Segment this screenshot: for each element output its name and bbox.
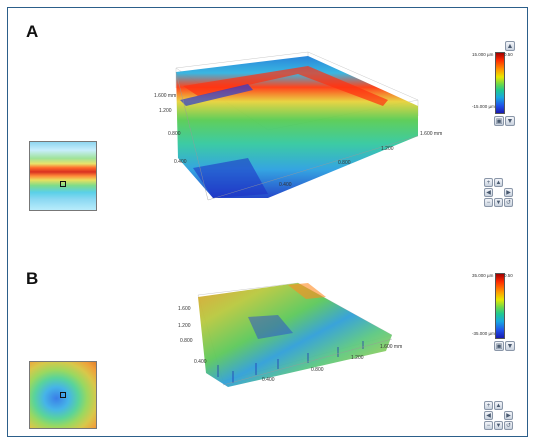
arrow-left-icon: ◀ — [486, 189, 491, 196]
y-axis-label-800: 0.800 — [180, 338, 193, 344]
surface-orange-peak — [288, 283, 326, 299]
colorbar-top-label: 15.000 µm — [472, 52, 494, 57]
y-axis-label-1600: 1.600 mm — [154, 93, 176, 99]
x-axis-label-1600: 1.600 mm — [380, 344, 402, 350]
pan-right-button[interactable]: ▶ — [504, 411, 513, 420]
plot-floor-axes — [222, 338, 393, 386]
colorbar-value: 0.50 — [504, 52, 513, 57]
arrow-left-icon: ◀ — [486, 412, 491, 419]
y-axis-label-1600: 1.600 — [178, 306, 191, 312]
snapshot-button[interactable]: ▣ — [494, 116, 504, 126]
surface-thumbnail[interactable] — [29, 141, 97, 211]
snapshot-button[interactable]: ▣ — [494, 341, 504, 351]
colorbar-bottom-label: -35.000 µm — [472, 331, 495, 336]
zoom-in-icon: + — [486, 179, 491, 186]
zoom-in-button[interactable]: + — [484, 178, 493, 187]
zoom-in-button[interactable]: + — [484, 401, 493, 410]
pan-down-button[interactable]: ▼ — [494, 198, 503, 207]
pan-left-button[interactable]: ◀ — [484, 188, 493, 197]
plot-floor-axes — [175, 71, 419, 201]
arrow-right-icon: ▶ — [506, 412, 511, 419]
arrow-down-icon: ▼ — [506, 117, 514, 125]
y-axis-label-1200: 1.200 — [159, 108, 172, 114]
y-axis-label-1200: 1.200 — [178, 323, 191, 329]
3d-surface-plot[interactable]: 1.600 1.200 0.800 0.400 0.400 0.800 1.20… — [8, 223, 529, 438]
arrow-right-icon: ▶ — [506, 189, 511, 196]
figure-frame: A — [7, 7, 528, 437]
arrow-up-icon: ▲ — [495, 179, 502, 186]
x-axis-label-1200: 1.200 — [381, 146, 394, 152]
reset-view-icon: ↺ — [505, 422, 512, 429]
surface-blue-valley — [180, 84, 253, 106]
arrow-down-icon: ▼ — [495, 422, 502, 429]
reset-view-button[interactable]: ↺ — [504, 421, 513, 430]
height-colorbar — [495, 273, 505, 339]
panel-letter: A — [26, 22, 39, 41]
y-axis-label-800: 0.800 — [168, 131, 181, 137]
rotate-down-button[interactable]: ▼ — [505, 341, 515, 351]
surface-blue-front — [193, 158, 268, 198]
panel-a: A — [8, 8, 527, 223]
surface-spikes — [217, 341, 364, 383]
thumbnail-selection-marker[interactable] — [60, 392, 66, 398]
zoom-in-icon: + — [486, 402, 491, 409]
camera-icon: ▣ — [495, 342, 503, 350]
colorbar-top-label: 35.000 µm — [472, 273, 494, 278]
surface-red-ridge — [183, 66, 388, 106]
rotate-up-button[interactable]: ▲ — [505, 41, 515, 51]
arrow-down-icon: ▼ — [495, 199, 502, 206]
colorbar-bottom-label: -15.000 µm — [472, 104, 495, 109]
thumbnail-selection-marker[interactable] — [60, 181, 66, 187]
y-axis-label-400: 0.400 — [174, 159, 187, 165]
x-axis-label-400: 0.400 — [262, 377, 275, 383]
x-axis-label-1600: 1.600 mm — [420, 131, 442, 137]
surface-mesh — [198, 283, 392, 387]
pan-up-button[interactable]: ▲ — [494, 401, 503, 410]
rotate-down-button[interactable]: ▼ — [505, 116, 515, 126]
3d-surface-plot[interactable]: 1.600 mm 1.200 0.800 0.400 0.400 0.800 1… — [8, 8, 529, 223]
zoom-out-icon: − — [486, 199, 491, 206]
pan-right-button[interactable]: ▶ — [504, 188, 513, 197]
x-axis-label-800: 0.800 — [311, 367, 324, 373]
zoom-out-button[interactable]: − — [484, 198, 493, 207]
x-axis-label-1200: 1.200 — [351, 355, 364, 361]
panel-letter: B — [26, 269, 39, 288]
x-axis-label-800: 0.800 — [338, 160, 351, 166]
panel-b: B — [8, 223, 527, 438]
zoom-out-icon: − — [486, 422, 491, 429]
height-colorbar — [495, 52, 505, 114]
arrow-up-icon: ▲ — [495, 402, 502, 409]
pan-left-button[interactable]: ◀ — [484, 411, 493, 420]
reset-view-icon: ↺ — [505, 199, 512, 206]
camera-icon: ▣ — [495, 117, 503, 125]
zoom-out-button[interactable]: − — [484, 421, 493, 430]
pan-down-button[interactable]: ▼ — [494, 421, 503, 430]
y-axis-label-400: 0.400 — [194, 359, 207, 365]
reset-view-button[interactable]: ↺ — [504, 198, 513, 207]
arrow-up-icon: ▲ — [506, 42, 514, 50]
x-axis-label-400: 0.400 — [279, 182, 292, 188]
colorbar-value: 0.50 — [504, 273, 513, 278]
surface-thumbnail[interactable] — [29, 361, 97, 429]
pan-up-button[interactable]: ▲ — [494, 178, 503, 187]
surface-blue-patch — [248, 315, 293, 339]
arrow-down-icon: ▼ — [506, 342, 514, 350]
